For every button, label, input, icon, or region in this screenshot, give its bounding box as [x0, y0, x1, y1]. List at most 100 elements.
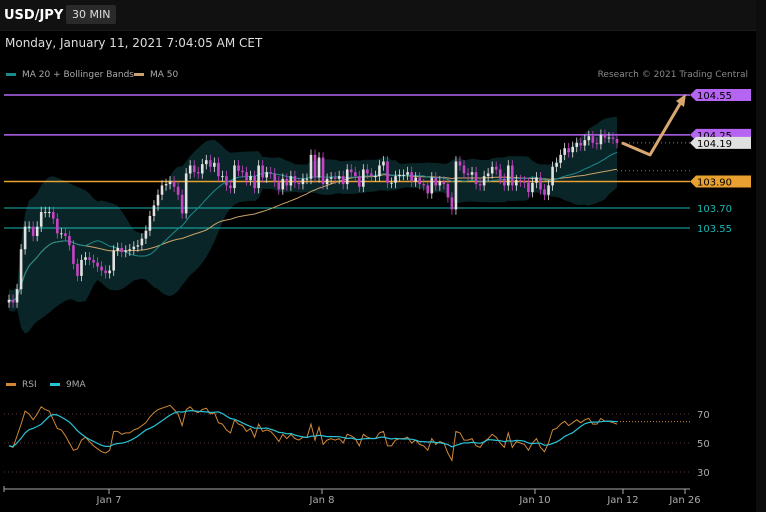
candle-body: [261, 165, 264, 178]
candle-body: [394, 176, 397, 183]
candle-body: [486, 173, 490, 177]
candle: [124, 245, 128, 258]
candle-body: [523, 181, 526, 183]
candle: [410, 166, 413, 187]
candle-body: [112, 250, 115, 271]
candle: [446, 178, 450, 203]
candle: [217, 157, 220, 182]
candle-body: [349, 169, 353, 173]
candle: [382, 156, 385, 171]
candle: [470, 166, 474, 181]
candle-body: [551, 166, 554, 186]
candle-body: [84, 257, 87, 260]
price-tag-label: 104.19: [697, 139, 732, 150]
interval-button[interactable]: 30 MIN: [66, 5, 117, 24]
ma50-swatch: [134, 73, 144, 76]
candle-body: [563, 148, 566, 155]
candle: [160, 180, 164, 201]
candle-body: [345, 169, 349, 185]
candle-body: [575, 142, 579, 147]
candle-body: [390, 182, 393, 184]
candle-body: [80, 259, 83, 276]
candle-body: [23, 226, 27, 250]
candle: [515, 174, 518, 191]
candle-body: [603, 134, 607, 138]
candle-body: [470, 172, 474, 175]
candle: [531, 177, 534, 198]
ma20-line: [8, 151, 618, 302]
candle: [192, 160, 196, 178]
legend-ma50: MA 50: [134, 70, 178, 80]
candle: [591, 130, 595, 149]
scrollbar[interactable]: [756, 0, 766, 512]
candle: [559, 149, 562, 169]
candle-body: [88, 257, 91, 260]
candle: [341, 170, 345, 190]
candle: [128, 243, 132, 256]
ma20-swatch: [6, 73, 16, 76]
candle-body: [494, 166, 498, 170]
candle: [329, 172, 333, 185]
candle-body: [434, 177, 438, 186]
candle: [136, 239, 140, 252]
price-tag-label: 104.55: [697, 91, 732, 102]
price-tag-103.70: 103.70: [697, 204, 732, 215]
candle-body: [7, 299, 11, 303]
candle-body: [607, 137, 611, 139]
candle-body: [176, 186, 180, 195]
candle: [486, 168, 490, 182]
candle: [200, 158, 204, 179]
candle: [442, 176, 446, 190]
candle: [374, 170, 377, 182]
candle: [305, 173, 309, 185]
candle: [76, 258, 79, 282]
rsi-ma-line: [8, 409, 618, 448]
candle-body: [156, 194, 160, 206]
candle: [438, 176, 442, 191]
candle: [132, 241, 136, 255]
candle: [502, 173, 506, 191]
candle-body: [353, 172, 357, 177]
candle-body: [450, 197, 454, 210]
candle-body: [422, 184, 426, 186]
candle-body: [289, 176, 293, 186]
candle-body: [19, 249, 23, 290]
candle-body: [378, 165, 381, 177]
ma9-legend-label: 9MA: [66, 380, 86, 390]
candle-body: [172, 181, 176, 187]
candle: [289, 170, 293, 191]
candle: [56, 213, 59, 239]
rsi-tick-label: 50: [697, 439, 710, 450]
candle: [253, 170, 256, 194]
candle: [519, 174, 522, 187]
candle-body: [225, 176, 228, 186]
candle-body: [458, 161, 462, 166]
candle: [563, 142, 566, 161]
candle-body: [579, 142, 583, 146]
price-tag-label: 103.90: [697, 177, 732, 188]
candle: [88, 251, 91, 266]
candle-body: [152, 205, 156, 217]
candle: [474, 166, 478, 190]
candle-body: [519, 180, 522, 182]
candle-body: [370, 173, 373, 177]
candle-body: [15, 289, 19, 303]
candle: [370, 168, 373, 182]
candle-body: [265, 172, 268, 178]
candle: [498, 164, 502, 185]
candle-body: [160, 185, 164, 195]
candle-body: [502, 178, 506, 186]
candle-body: [104, 270, 107, 274]
candle-body: [132, 246, 136, 250]
candle: [64, 228, 67, 242]
candle-body: [229, 185, 232, 189]
rsi-legend-label: RSI: [22, 380, 37, 390]
candle: [277, 176, 281, 195]
candle-body: [309, 154, 313, 179]
candle-body: [595, 142, 599, 145]
candle-body: [543, 189, 546, 195]
candle: [366, 164, 369, 179]
candle: [398, 169, 401, 182]
candle: [362, 164, 365, 193]
